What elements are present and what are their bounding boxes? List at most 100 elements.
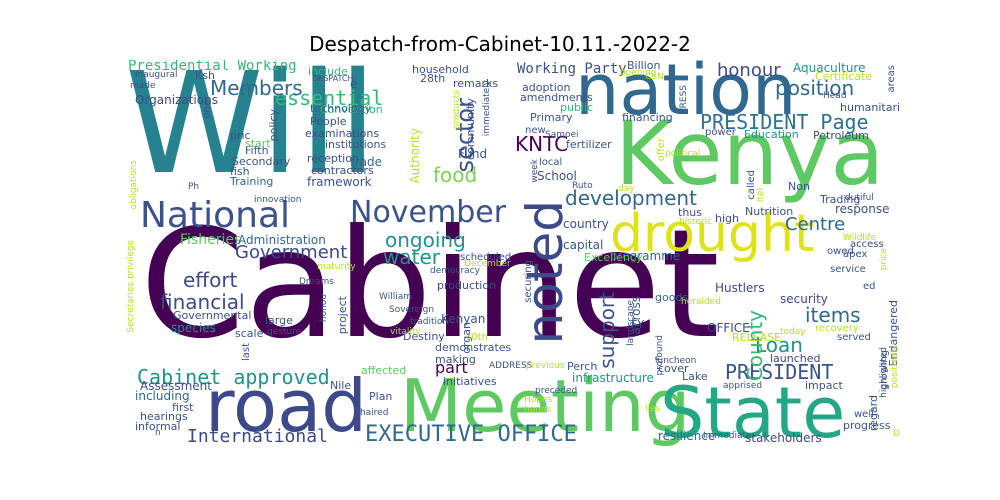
word-fisheries: Fisheries: [180, 232, 242, 248]
word-include: include: [308, 65, 348, 78]
word-fish: fish: [230, 165, 250, 178]
word-cloud: Cabinet Will Kenya nation road Meeting State dr…: [125, 60, 900, 450]
word-launched: launched: [770, 352, 821, 365]
word-price: price: [879, 248, 889, 271]
word-preceded: preceded: [535, 386, 578, 396]
word-excellency: Excellency: [584, 251, 643, 264]
word-political: political: [665, 149, 701, 159]
word-inaugural: inaugural: [135, 70, 178, 80]
word-position: position: [775, 76, 855, 100]
word-lake: Lake: [682, 370, 708, 383]
word-examinations: examinations: [305, 127, 380, 140]
word-scheduled: scheduled: [460, 252, 512, 263]
word-lies: lies: [645, 404, 661, 414]
word-30th: 30th: [465, 332, 488, 343]
word-luncheon: luncheon: [655, 356, 697, 366]
word-new: new: [525, 125, 546, 136]
word-heralded: heralded: [681, 297, 721, 307]
word-ed: ed: [863, 281, 876, 292]
word-adoption: adoption: [522, 81, 571, 94]
word-education: Education: [744, 128, 799, 141]
word-december: December: [464, 259, 511, 269]
word-reception: reception: [307, 152, 359, 165]
word-institutions: institutions: [325, 138, 387, 151]
word-assessment: Assessment: [140, 379, 212, 393]
word-loan: Loan: [755, 333, 803, 357]
word-response: response: [835, 202, 890, 216]
word-wildlife: Wildlife: [843, 233, 877, 243]
word-members: Members: [210, 76, 303, 100]
word-part: part: [435, 358, 468, 377]
word-samoei: Samoei: [545, 130, 579, 140]
word-d: D: [893, 429, 900, 439]
word-highlighted: highlighted: [879, 347, 889, 398]
word-food: food: [433, 163, 478, 187]
word-affected: affected: [361, 364, 407, 377]
word-people: People: [310, 115, 347, 128]
word-chaired: chaired: [355, 408, 389, 418]
word-cloud-title: Despatch-from-Cabinet-10.11.-2022-2: [309, 32, 691, 56]
word-served: served: [837, 332, 871, 343]
word-school: School: [537, 169, 577, 183]
word-billion: Billion: [627, 60, 661, 72]
word-resilience: resilience: [658, 429, 716, 443]
word-contractors: contractors: [311, 164, 374, 177]
word-nutrition: Nutrition: [745, 205, 794, 218]
word-will: Will: [125, 60, 378, 206]
word-obligations: obligations: [129, 160, 139, 210]
word-water: water: [383, 245, 440, 269]
word-meeting: Meeting: [400, 364, 691, 448]
word-hopes: Hopes: [524, 395, 553, 405]
word-state: State: [660, 372, 846, 450]
word-technology: technology: [310, 102, 372, 115]
word-working-party: Working Party: [517, 61, 627, 77]
word-secondary: Secondary: [232, 155, 291, 168]
word-press: PRESS: [679, 85, 689, 114]
word-programme: programme: [610, 249, 681, 263]
word-national: National: [140, 195, 291, 236]
word-previous: previous: [526, 361, 565, 371]
word-training: Training: [230, 175, 274, 188]
word-presidential-working: Presidential Working: [128, 60, 297, 74]
word-recovery: recovery: [815, 323, 859, 334]
word-remarks: remarks: [453, 77, 499, 90]
word-ksh: Ksh: [195, 69, 215, 82]
word-day: day: [618, 184, 635, 194]
word-project: project: [336, 296, 349, 335]
word-products: products: [452, 90, 462, 130]
word-non: Non: [788, 180, 810, 193]
word-petroleum: Petroleum: [813, 129, 869, 142]
word-address: ADDRESS: [489, 361, 533, 371]
word-apex: apex: [843, 249, 868, 260]
word-itel: Itel: [756, 188, 766, 203]
word-today: today: [780, 327, 806, 337]
word-gesture: gesture: [267, 327, 302, 337]
word-executive-office: EXECUTIVE OFFICE: [365, 422, 577, 447]
word-framework: framework: [307, 175, 372, 189]
word-stakeholders: stakeholders: [745, 431, 822, 445]
word-head: Head: [823, 91, 847, 101]
word-hearings: hearings: [140, 410, 188, 423]
word-nation: nation: [575, 60, 797, 131]
word-owed: owed: [827, 246, 854, 257]
word-household: household: [412, 63, 469, 76]
word-cabinet: Cabinet: [140, 198, 720, 372]
word-convention: Convention: [320, 103, 383, 116]
word-e: e: [350, 77, 358, 91]
word-office: OFFICE: [707, 321, 750, 335]
word-financial: financial: [160, 290, 245, 314]
word-financing: financing: [622, 111, 673, 124]
word-drought: drought: [610, 204, 815, 264]
word-country: country: [563, 217, 609, 231]
word-making: making: [435, 353, 476, 366]
word-november: November: [350, 195, 507, 230]
word-csn: CSN: [645, 72, 664, 82]
word-authority: Authority: [408, 128, 422, 184]
word-maturity: maturity: [317, 262, 356, 272]
word-securing: securing: [523, 260, 534, 303]
word-species: species: [171, 321, 216, 335]
word-scale: scale: [235, 327, 264, 340]
word-28th: 28th: [420, 72, 446, 85]
word-governmental: Governmental: [173, 309, 252, 322]
word-historic: historic: [679, 217, 713, 227]
